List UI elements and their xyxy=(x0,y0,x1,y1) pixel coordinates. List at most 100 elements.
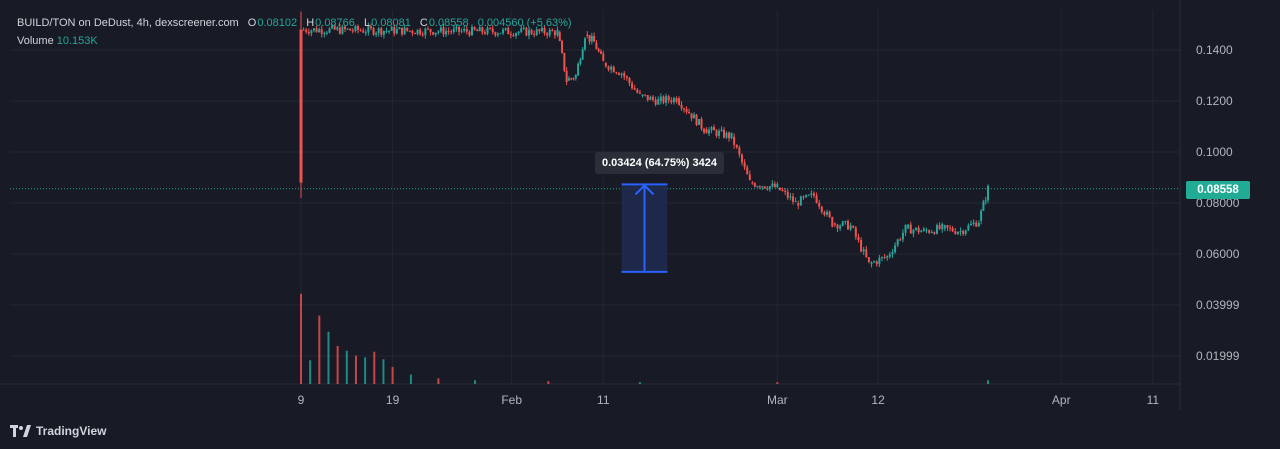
candle xyxy=(491,28,494,33)
candle xyxy=(463,28,466,31)
candle xyxy=(925,230,928,232)
candle xyxy=(688,111,691,114)
candle xyxy=(413,33,416,35)
y-tick-label: 0.1000 xyxy=(1196,145,1233,159)
candle xyxy=(969,223,972,226)
volume-bar xyxy=(987,380,989,384)
candle xyxy=(941,224,944,230)
candle xyxy=(331,25,334,29)
candle xyxy=(535,29,538,35)
candle xyxy=(567,78,570,81)
candle xyxy=(672,98,675,103)
candle xyxy=(698,119,701,126)
candle xyxy=(590,36,593,42)
volume-bar xyxy=(638,382,641,384)
candle xyxy=(607,66,610,70)
x-tick-label: Mar xyxy=(767,393,788,407)
candle xyxy=(558,32,561,42)
y-tick-label: 0.06000 xyxy=(1196,247,1240,261)
candle xyxy=(951,227,954,232)
y-tick-label: 0.1400 xyxy=(1196,43,1233,57)
x-tick-label: Apr xyxy=(1052,393,1071,407)
candle xyxy=(586,34,589,36)
open-label: O xyxy=(247,17,257,29)
volume-bar xyxy=(336,346,339,384)
candle xyxy=(728,132,731,139)
candle xyxy=(375,32,378,35)
candle xyxy=(823,211,826,215)
candle xyxy=(602,53,605,62)
candle xyxy=(670,100,673,103)
candle xyxy=(852,225,855,228)
candle xyxy=(429,28,432,33)
candle xyxy=(917,227,920,233)
volume-bar xyxy=(318,315,321,384)
candle xyxy=(628,77,631,84)
candle xyxy=(649,96,652,101)
candle xyxy=(395,29,398,34)
candle xyxy=(450,31,453,33)
volume-bar xyxy=(345,350,348,384)
candle xyxy=(812,193,815,196)
candle xyxy=(667,96,670,101)
candle xyxy=(901,232,904,240)
candle xyxy=(662,96,665,103)
candle xyxy=(792,196,795,202)
candle xyxy=(458,26,461,32)
candle xyxy=(685,109,688,112)
candle xyxy=(565,70,568,82)
candle xyxy=(362,30,365,33)
candle xyxy=(494,32,497,36)
candle xyxy=(899,239,902,241)
candle xyxy=(489,27,492,29)
y-tick-label: 0.1200 xyxy=(1196,94,1233,108)
candle xyxy=(432,32,435,35)
x-tick-label: 11 xyxy=(1147,393,1160,407)
open-value: 0.08102 xyxy=(257,17,298,29)
candle xyxy=(617,73,620,75)
candle xyxy=(690,113,693,119)
candle xyxy=(525,27,528,36)
candle xyxy=(693,114,696,119)
candle xyxy=(756,186,759,188)
candle xyxy=(844,221,847,223)
candle xyxy=(972,222,975,224)
candle xyxy=(483,32,486,34)
candle xyxy=(776,184,779,188)
x-tick-label: 11 xyxy=(597,393,610,407)
candle xyxy=(556,29,559,36)
candle xyxy=(740,154,743,163)
candle xyxy=(561,41,564,53)
candle xyxy=(588,35,591,42)
candle xyxy=(735,144,738,148)
candle xyxy=(367,26,370,33)
x-tick-label: Feb xyxy=(501,393,522,407)
candle xyxy=(964,230,967,234)
candle xyxy=(646,95,649,101)
candle xyxy=(593,36,596,42)
tradingview-branding[interactable]: TradingView xyxy=(10,424,106,438)
candle xyxy=(610,66,613,70)
candle xyxy=(302,29,305,31)
candle xyxy=(956,232,959,234)
candle xyxy=(344,26,347,30)
candle xyxy=(820,206,823,212)
candle xyxy=(530,29,533,34)
candle xyxy=(364,32,367,34)
candle xyxy=(954,231,957,234)
candle xyxy=(828,211,831,218)
candle xyxy=(408,30,411,32)
candle xyxy=(738,147,741,155)
candle xyxy=(860,239,863,252)
candle xyxy=(657,99,660,105)
current-price-badge: 0.08558 xyxy=(1186,181,1250,199)
candle xyxy=(865,249,868,258)
candle xyxy=(572,78,575,80)
close-value: 0.08558 xyxy=(428,17,469,29)
candle xyxy=(977,223,980,227)
candle xyxy=(546,33,549,36)
candle xyxy=(636,89,639,93)
y-tick-label: 0.03999 xyxy=(1196,298,1240,312)
candle xyxy=(818,202,821,207)
